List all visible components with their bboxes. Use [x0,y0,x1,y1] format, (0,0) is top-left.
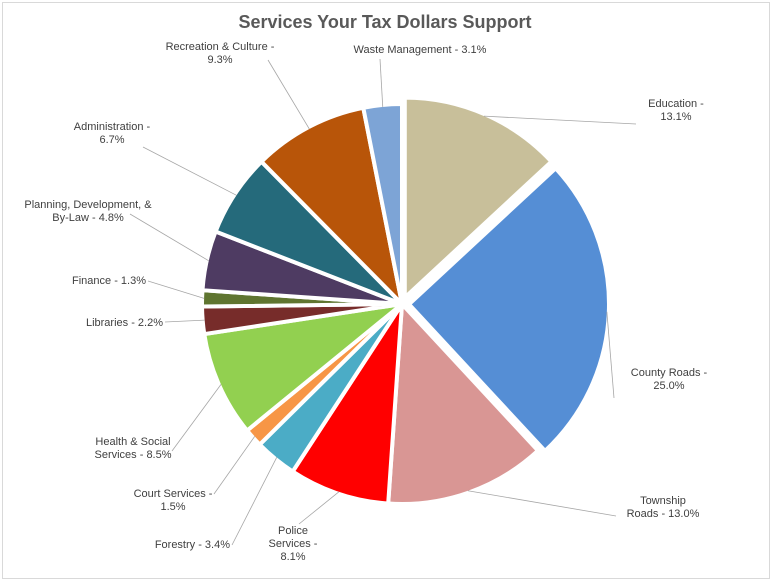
slice-label: Forestry - 3.4% [155,539,230,551]
slice-label: County Roads -25.0% [631,367,708,392]
leader-lines [129,58,637,546]
slice-label: Health & Social Services - 8.5% [94,436,171,461]
slice-label: Education -13.1% [648,98,704,123]
leader-line [147,280,205,299]
leader-line [213,436,256,495]
pie-slice [201,300,409,434]
leader-line [231,457,278,546]
slice-label: Court Services -1.5% [134,488,213,513]
leader-line [606,311,615,399]
slice-label: Township Roads - 13.0% [627,495,700,520]
slice-label: Libraries - 2.2% [86,317,163,329]
slice-label: Planning, Development, & By-Law - 4.8% [24,199,152,224]
leader-line [267,59,310,130]
leader-line [379,58,384,107]
leader-line [298,491,340,525]
pie-slice [402,95,555,303]
leader-line [467,490,617,517]
slice-label: Police Services -8.1% [269,525,318,563]
slice-labels: Education -13.1% County Roads -25.0% Towns… [24,41,707,563]
slice-label: Waste Management - 3.1% [354,44,487,56]
chart-title: Services Your Tax Dollars Support [238,12,532,32]
leader-line [171,384,222,452]
leader-line [164,319,205,323]
slice-label: Recreation & Culture -9.3% [166,41,275,66]
slice-label: Finance - 1.3% [72,275,146,287]
slice-label: Administration -6.7% [74,121,151,146]
pie-slice [386,299,541,506]
leader-line [142,146,237,196]
leader-line [483,115,637,125]
pie-slice [406,165,611,454]
pie-slices [199,95,611,506]
leader-line [129,213,209,262]
